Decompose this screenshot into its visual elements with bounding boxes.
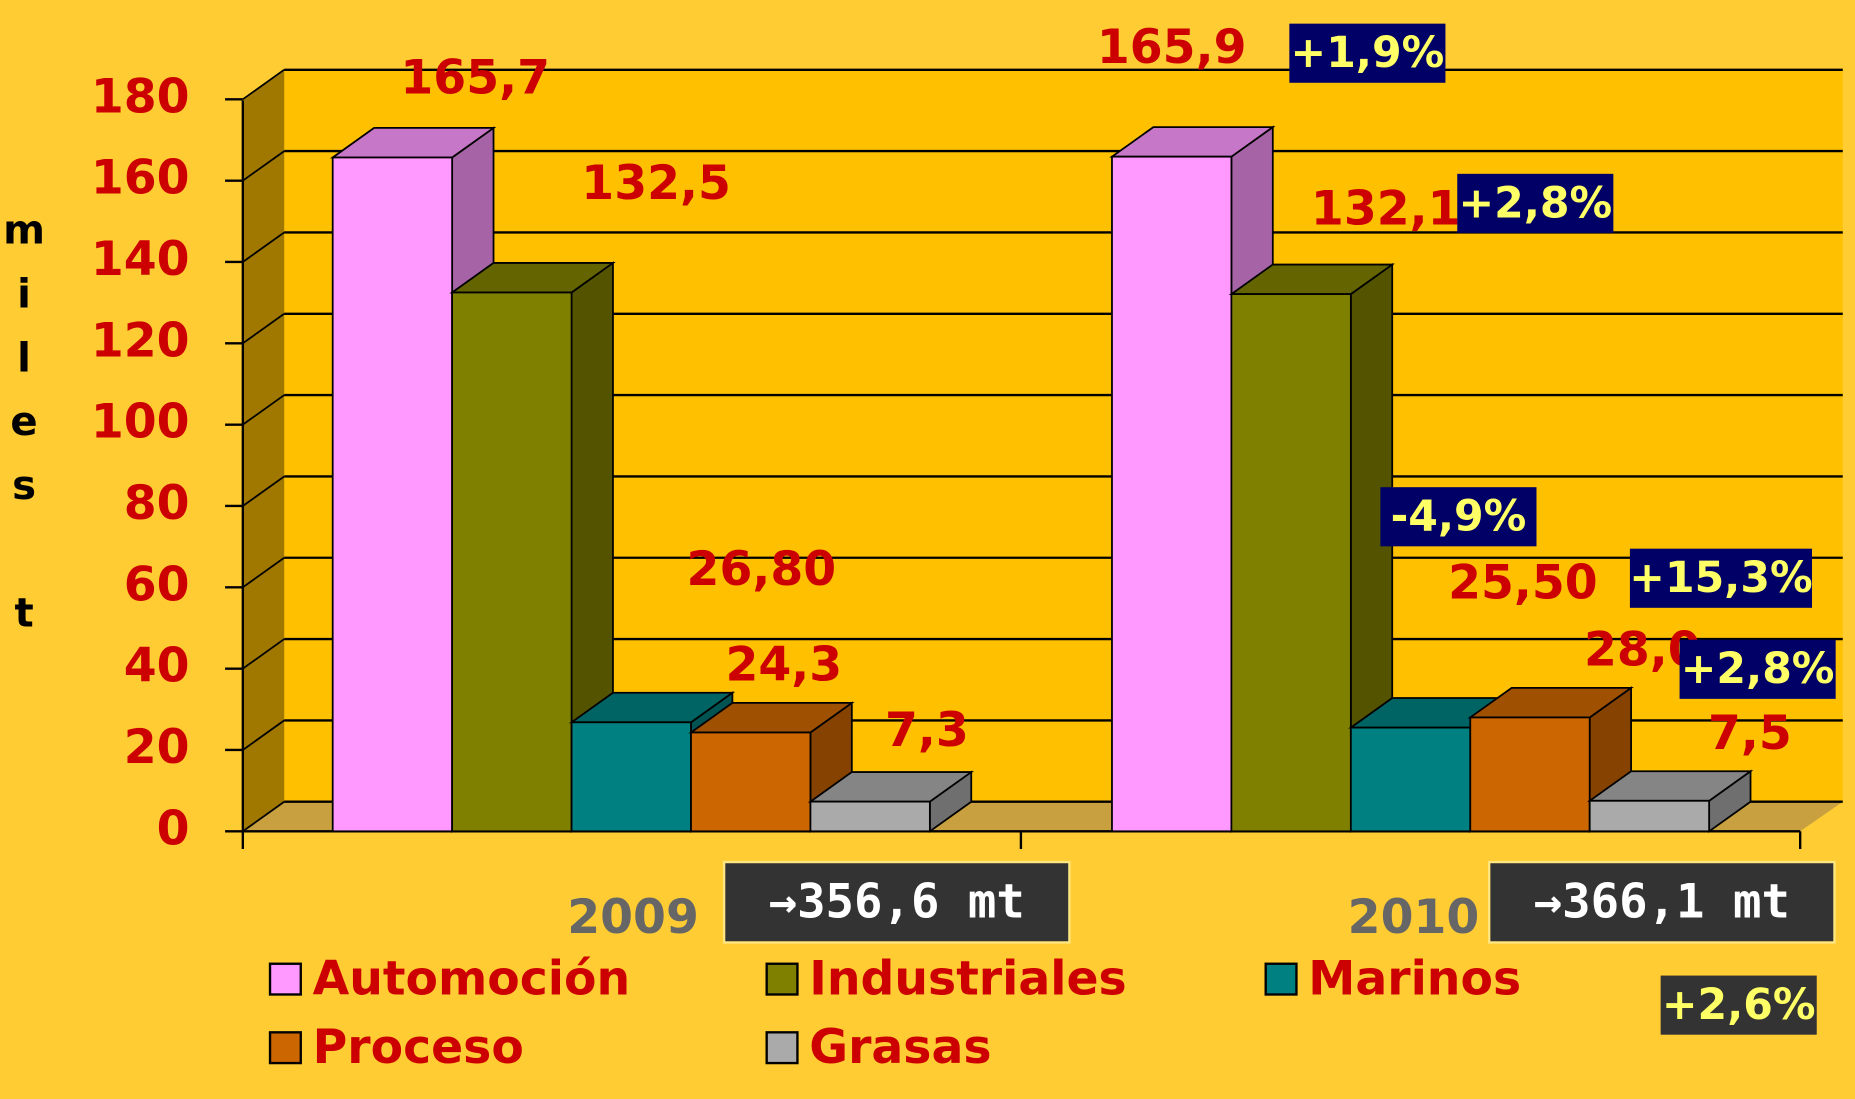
annotation: +2,8% [1681,644,1835,694]
value-label: 165,7 [400,51,550,106]
annotation: →366,1 mt [1534,875,1790,930]
y-tick-label: 160 [91,151,190,206]
legend-label: Proceso [313,1020,524,1075]
y-tick-label: 80 [124,476,190,531]
grid-line [242,231,285,263]
x-tick-label: 2009 [567,890,699,945]
annotation-box [1457,173,1614,233]
annotation-box [1660,975,1817,1035]
value-label: 25,50 [1448,556,1598,611]
legend-label: Industriales [809,951,1126,1006]
grid-line [242,719,285,751]
bar [570,721,692,833]
x-tick-label: 2010 [1348,890,1480,945]
value-label: 132,1 [1311,181,1461,236]
annotation: +2,8% [1458,178,1612,228]
annotation-box [1289,23,1446,83]
y-tick-label: 100 [91,395,190,450]
bar [1230,293,1352,833]
legend-swatch [268,962,302,996]
side-wall [242,70,285,832]
value-label: 7,3 [885,703,969,758]
y-tick-label: 180 [91,69,190,124]
annotation: -4,9% [1391,492,1527,542]
value-label: 132,5 [581,156,731,211]
value-label: 165,9 [1097,20,1247,75]
bar [690,731,812,833]
bar [1111,155,1233,833]
annotation-box [1488,860,1836,944]
legend-label: Grasas [809,1020,991,1075]
grid-line [242,801,285,833]
legend-swatch [765,1031,799,1065]
grid-line [242,394,285,426]
bar [331,156,454,833]
legend-label: Marinos [1308,951,1521,1006]
grid-line [242,150,285,182]
legend-swatch [268,1031,302,1065]
y-tick-label: 0 [157,801,190,856]
grid-line [242,313,285,345]
annotation: +1,9% [1291,28,1445,78]
legend-swatch [765,962,799,996]
bar [1469,716,1591,833]
annotation: →356,6 mt [769,875,1025,930]
y-tick-label: 20 [124,720,190,775]
y-tick-label: 120 [91,313,190,368]
y-tick-label: 40 [124,639,190,694]
annotation: +15,3% [1629,553,1812,603]
legend-label: Automoción [313,951,631,1006]
bar [1349,726,1472,833]
bar [1588,799,1711,833]
y-tick-label: 140 [91,232,190,287]
annotation-box [1679,639,1836,699]
value-label: 7,5 [1708,706,1792,761]
value-label: 26,80 [687,542,837,597]
bar [451,291,573,833]
grid-line [242,475,285,507]
y-axis-label: miles t [0,206,48,654]
grid-line [242,638,285,670]
y-label-box: miles t [0,206,48,654]
grid-line [242,69,285,101]
y-tick-label: 60 [124,557,190,612]
annotation-box [1629,548,1813,608]
value-label: 24,3 [725,637,842,692]
back-wall [284,70,1843,802]
legend-swatch [1264,962,1298,996]
bar [809,800,931,833]
grid-line [242,557,285,589]
annotation-box [722,860,1071,944]
annotation-box [1380,487,1537,547]
annotation: +2,6% [1662,980,1816,1030]
